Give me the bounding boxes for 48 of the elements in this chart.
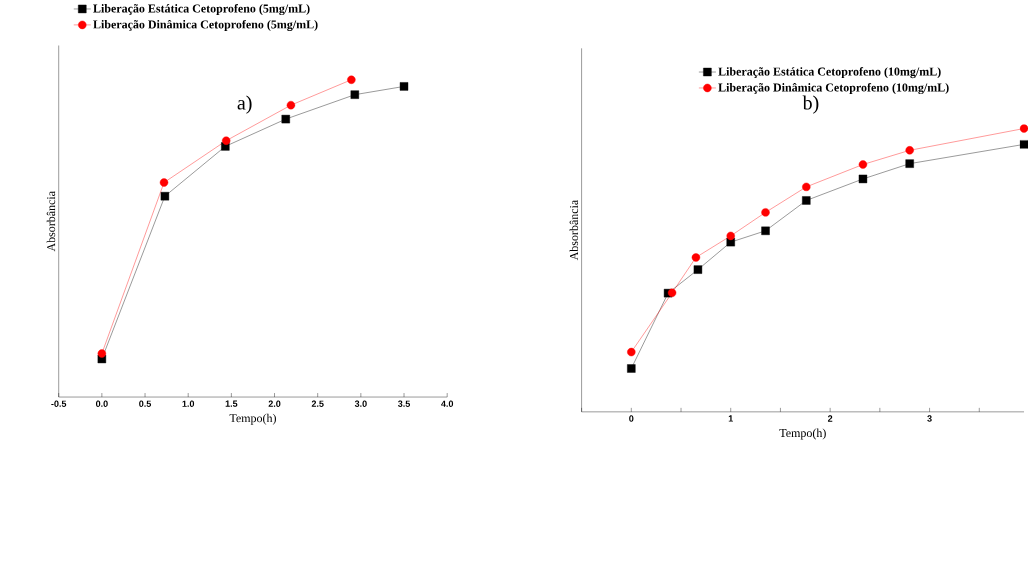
point [350,90,360,99]
x-tick-label: 2.5 [311,400,324,407]
x-tick-label: 1.0 [182,400,195,407]
x-tick-label: 0.0 [95,400,108,407]
legend-label: Liberação Estática Cetoprofeno (5mg/mL) [93,3,310,16]
x-tick-label: 0.5 [139,400,152,407]
x-tick-label: 3 [927,415,932,422]
x-tick-label: 1.5 [225,400,238,407]
chart-title: b) [802,95,819,114]
point [627,347,636,357]
point [802,196,811,205]
x-tick-label: 1 [728,415,733,422]
y-axis-title: Absorbância [569,199,579,261]
point [761,208,770,217]
point [802,182,811,192]
legend-label: Liberação Dinâmica Cetoprofeno (5mg/mL) [93,19,318,32]
point [399,82,409,91]
text: a) [237,95,252,114]
x-tick-label: 2.0 [268,400,281,407]
x-axis-title: Tempo(h) [229,413,276,425]
legend-label: Liberação Estática Cetoprofeno (10mg/mL) [718,67,941,79]
x-tick-label: 3.5 [397,400,411,407]
point [1019,124,1028,133]
x-tick-label: 3.0 [354,400,367,407]
point [858,174,868,184]
point [627,364,636,373]
point [221,136,231,145]
point [858,160,868,169]
y-axis-title: Absorbância [46,191,56,252]
point [761,226,770,235]
legend-label: Liberação Dinâmica Cetoprofeno (10mg/mL) [718,82,949,95]
point [286,100,296,110]
point [693,265,703,274]
x-tick-label: -0.5 [51,400,67,407]
x-tick-label: 0 [629,415,634,422]
x-axis-title: Tempo(h) [779,428,826,440]
x-tick-label: 4.0 [441,400,454,407]
point [160,192,170,201]
point [281,114,290,124]
point [159,178,169,187]
point [97,349,107,358]
point [726,231,735,241]
x-tick-label: 2 [827,415,833,422]
point [905,146,914,155]
point [667,288,677,298]
point [347,75,356,84]
point [691,253,701,262]
point [905,159,914,168]
